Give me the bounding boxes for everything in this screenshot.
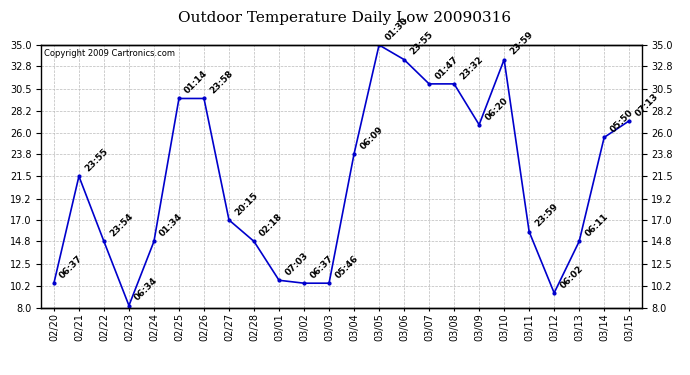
Text: 06:37: 06:37 <box>58 254 85 280</box>
Text: 06:11: 06:11 <box>583 212 610 238</box>
Text: 20:15: 20:15 <box>233 191 259 217</box>
Text: 05:46: 05:46 <box>333 254 359 280</box>
Text: 06:37: 06:37 <box>308 254 335 280</box>
Text: 07:13: 07:13 <box>633 92 660 118</box>
Text: 01:47: 01:47 <box>433 54 460 81</box>
Text: 06:34: 06:34 <box>133 276 159 303</box>
Text: 06:02: 06:02 <box>558 264 584 290</box>
Text: 23:59: 23:59 <box>533 202 560 229</box>
Text: 07:03: 07:03 <box>283 251 310 278</box>
Text: 23:55: 23:55 <box>83 147 110 174</box>
Text: Outdoor Temperature Daily Low 20090316: Outdoor Temperature Daily Low 20090316 <box>179 11 511 25</box>
Text: 01:34: 01:34 <box>158 212 185 238</box>
Text: 23:55: 23:55 <box>408 30 435 57</box>
Text: 01:14: 01:14 <box>183 69 210 96</box>
Text: 23:32: 23:32 <box>458 54 485 81</box>
Text: 05:50: 05:50 <box>609 108 635 135</box>
Text: 02:18: 02:18 <box>258 212 285 238</box>
Text: 06:20: 06:20 <box>483 96 510 122</box>
Text: Copyright 2009 Cartronics.com: Copyright 2009 Cartronics.com <box>44 49 175 58</box>
Text: 06:09: 06:09 <box>358 124 385 151</box>
Text: 23:54: 23:54 <box>108 212 135 238</box>
Text: 01:30: 01:30 <box>383 16 410 42</box>
Text: 23:59: 23:59 <box>509 30 535 57</box>
Text: 23:58: 23:58 <box>208 69 235 96</box>
